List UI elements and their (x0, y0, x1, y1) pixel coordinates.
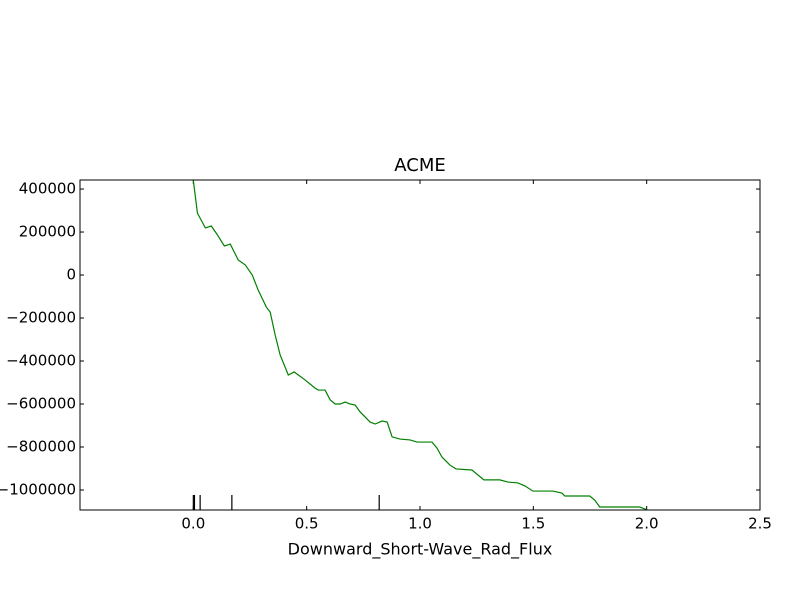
x-tick-label: 2.0 (635, 515, 659, 533)
y-tick-label: −1000000 (0, 481, 76, 499)
x-tick-label: 0.0 (181, 515, 205, 533)
x-axis-label: Downward_Short-Wave_Rad_Flux (288, 540, 553, 560)
x-tick-label: 1.5 (521, 515, 545, 533)
y-tick-label: 0 (66, 266, 76, 284)
y-tick-label: −800000 (6, 438, 76, 456)
plot-frame (79, 179, 761, 511)
x-tick-label: 0.5 (295, 515, 319, 533)
y-tick-label: 400000 (19, 180, 76, 198)
y-tick-label: 200000 (19, 223, 76, 241)
x-tick-label: 1.0 (408, 515, 432, 533)
chart-title: ACME (394, 155, 445, 176)
y-tick-label: −200000 (6, 309, 76, 327)
plot-area (192, 180, 648, 510)
x-tick-label: 2.5 (748, 515, 772, 533)
y-tick-label: −600000 (6, 395, 76, 413)
y-tick-label: −400000 (6, 352, 76, 370)
data-line (192, 180, 648, 510)
